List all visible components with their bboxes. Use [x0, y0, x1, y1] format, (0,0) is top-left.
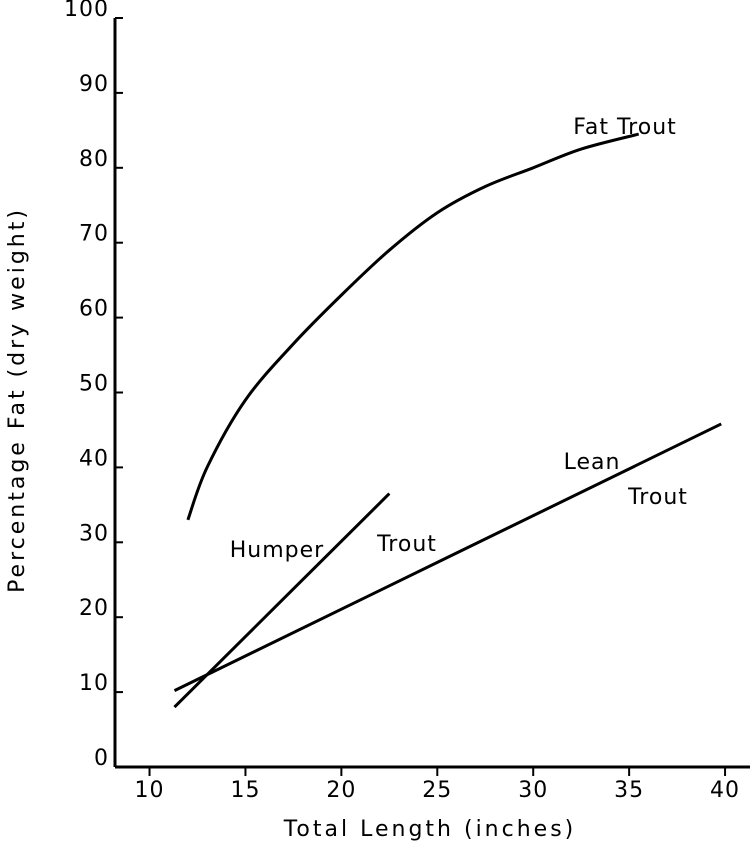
line-series — [173, 422, 722, 692]
x-tick-label: 15 — [230, 778, 260, 803]
y-tick-label: 80 — [79, 147, 109, 172]
annotation: Trout — [627, 485, 688, 510]
y-tick-label: 100 — [64, 0, 109, 22]
y-tick-label: 50 — [79, 372, 109, 397]
x-tick-label: 20 — [326, 778, 356, 803]
x-axis-label: Total Length (inches) — [283, 817, 577, 842]
annotation: Trout — [376, 532, 437, 557]
y-tick-label: 40 — [79, 446, 109, 471]
annotation: Fat Trout — [573, 115, 677, 140]
y-tick-label: 90 — [79, 72, 109, 97]
y-tick-label: 70 — [79, 222, 109, 247]
y-tick-label: 0 — [94, 746, 109, 771]
y-tick-label: 20 — [79, 596, 109, 621]
y-tick-label: 10 — [79, 671, 109, 696]
x-tick-label: 25 — [422, 778, 452, 803]
x-tick-label: 30 — [518, 778, 548, 803]
x-tick-label: 35 — [614, 778, 644, 803]
y-tick-label: 30 — [79, 521, 109, 546]
x-tick-label: 10 — [135, 778, 165, 803]
line-series — [186, 132, 640, 521]
y-axis-label: Percentage Fat (dry weight) — [5, 207, 30, 593]
line-series — [173, 492, 391, 709]
x-tick-label: 40 — [710, 778, 740, 803]
annotation: Lean — [564, 450, 621, 475]
y-tick-label: 60 — [79, 297, 109, 322]
annotation: Humper — [230, 538, 324, 563]
